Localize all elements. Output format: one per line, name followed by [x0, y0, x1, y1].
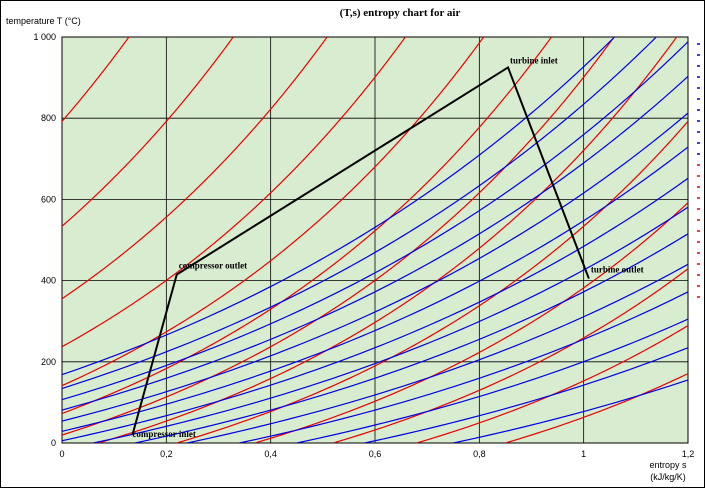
isochore-line-2: [62, 37, 328, 300]
isobar-line-9: [187, 263, 688, 443]
isobar-line-4: [62, 112, 688, 422]
y-tick-label-2: 400: [41, 276, 56, 286]
isochore-line-6: [62, 37, 615, 436]
y-axis-label: temperature T (°C): [6, 16, 81, 26]
cycle-label-2: turbine inlet: [510, 55, 558, 65]
x-tick-label-4: 0,8: [473, 449, 486, 459]
y-tick-label-1: 200: [41, 357, 56, 367]
isochore-line-8: [176, 120, 688, 443]
isobar-line-3: [62, 75, 688, 411]
isochore-line-4: [62, 37, 485, 387]
x-axis-label-line1: entropy s: [649, 460, 687, 470]
isobar-line-8: [134, 233, 688, 443]
isobar-line-2: [62, 40, 688, 401]
y-tick-label-4: 800: [41, 113, 56, 123]
y-tick-label-0: 0: [51, 438, 56, 448]
x-tick-label-6: 1,2: [682, 449, 695, 459]
isochore-line-3: [62, 37, 407, 348]
isochore-line-0: [62, 37, 130, 123]
property-curves: [62, 37, 688, 443]
y-tick-label-3: 600: [41, 194, 56, 204]
x-tick-label-2: 0,4: [264, 449, 277, 459]
x-axis-label-line2: (kJ/kg/K): [650, 472, 686, 482]
isobar-line-1: [62, 37, 658, 390]
isobar-line-12: [364, 347, 688, 443]
cycle-label-3: turbine outlet: [591, 265, 644, 275]
isobar-line-11: [296, 318, 688, 443]
isobar-line-10: [239, 291, 688, 443]
isochore-line-7: [98, 37, 678, 443]
isobar-line-6: [62, 177, 688, 442]
x-tick-label-0: 0: [59, 449, 64, 459]
chart-title: (T,s) entropy chart for air: [340, 7, 461, 19]
y-tick-label-5: 1 000: [33, 32, 56, 42]
isochore-line-11: [416, 324, 688, 443]
isobar-line-0: [62, 37, 616, 376]
x-tick-label-3: 0,6: [369, 449, 382, 459]
cycle-label-0: compressor inlet: [132, 429, 195, 439]
x-tick-label-5: 1: [581, 449, 586, 459]
cycle-label-1: compressor outlet: [179, 261, 247, 271]
x-tick-label-1: 0,2: [160, 449, 173, 459]
cycle-line: [131, 65, 590, 436]
isobar-line-5: [62, 146, 688, 432]
isobar-line-7: [93, 206, 688, 443]
isochore-line-1: [62, 37, 234, 228]
isochore-line-10: [333, 267, 688, 443]
